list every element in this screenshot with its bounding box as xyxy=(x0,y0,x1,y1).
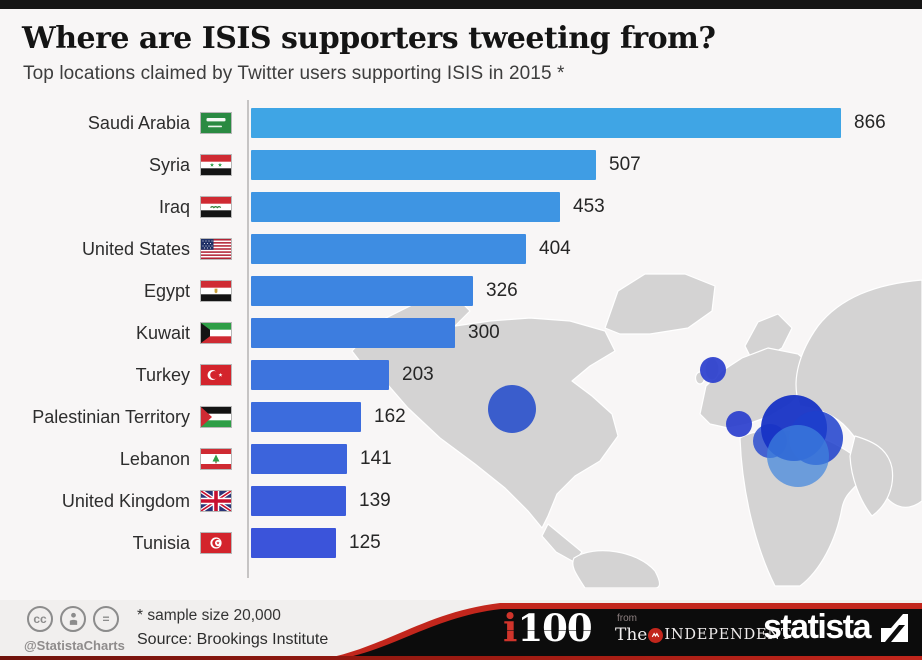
value-label: 203 xyxy=(402,364,434,385)
top-black-strip xyxy=(0,0,922,9)
bar-row: United Kingdom 139 xyxy=(0,480,922,522)
map-bubble-united-kingdom xyxy=(700,357,726,383)
i100-logo[interactable]: i 100 xyxy=(503,605,596,650)
footer-swoosh xyxy=(0,603,922,660)
map-asia xyxy=(795,279,922,508)
cc-license-badges[interactable]: cc = xyxy=(27,606,119,632)
value-label: 326 xyxy=(486,280,518,301)
map-bubble-western-europe xyxy=(726,411,752,437)
axis-line xyxy=(247,100,249,578)
map-bubble-arabian-peninsula-light xyxy=(767,425,829,487)
page-subtitle: Top locations claimed by Twitter users s… xyxy=(23,63,565,84)
statista-mark-icon xyxy=(881,613,908,642)
value-label: 139 xyxy=(359,490,391,511)
bar-row: Kuwait 300 xyxy=(0,312,922,354)
footer: cc = @StatistaCharts * sample size 20,00… xyxy=(0,600,922,660)
flag-syria-icon xyxy=(200,154,232,176)
flag-lebanon-icon xyxy=(200,448,232,470)
sample-size-note: * sample size 20,000 xyxy=(137,607,281,624)
map-india xyxy=(849,435,894,517)
value-label: 453 xyxy=(573,196,605,217)
bar-row: Egypt 326 xyxy=(0,270,922,312)
person-icon xyxy=(69,612,77,625)
value-label: 866 xyxy=(854,112,886,133)
independent-eagle-icon xyxy=(648,627,664,643)
bar-row: Lebanon 141 xyxy=(0,438,922,480)
flag-turkey-icon xyxy=(200,364,232,386)
value-label: 162 xyxy=(374,406,406,427)
bar-row: United States 404 xyxy=(0,228,922,270)
country-label: Kuwait xyxy=(135,322,190,343)
country-label: Tunisia xyxy=(132,532,190,553)
value-label: 141 xyxy=(360,448,392,469)
bar-row: Saudi Arabia 866 xyxy=(0,102,922,144)
i100-line xyxy=(505,629,596,631)
bar-row: Iraq 453 xyxy=(0,186,922,228)
value-bar xyxy=(251,192,560,222)
country-label: United Kingdom xyxy=(61,490,190,511)
bar-row: Palestinian Territory 162 xyxy=(0,396,922,438)
map-bubble-layer xyxy=(488,357,843,487)
flag-saudi-arabia-icon xyxy=(200,112,232,134)
value-bar xyxy=(251,486,346,516)
map-greenland xyxy=(604,273,716,335)
bar-chart: Saudi Arabia 866 Syria 507 Iraq 453 Unit… xyxy=(0,98,922,590)
country-label: Lebanon xyxy=(119,448,190,469)
i100-number: 100 xyxy=(505,609,596,647)
source-note: Source: Brookings Institute xyxy=(137,631,329,648)
value-bar xyxy=(251,402,361,432)
map-bubble-united-states xyxy=(488,385,536,433)
value-label: 125 xyxy=(349,532,381,553)
value-label: 507 xyxy=(609,154,641,175)
statista-wordmark: statista xyxy=(762,608,872,646)
value-bar xyxy=(251,528,336,558)
value-bar xyxy=(251,276,473,306)
flag-egypt-icon xyxy=(200,280,232,302)
value-bar xyxy=(251,150,596,180)
value-bar xyxy=(251,360,389,390)
cc-attribution-icon[interactable] xyxy=(60,606,86,632)
map-north-america xyxy=(351,295,619,529)
bar-rows: Saudi Arabia 866 Syria 507 Iraq 453 Unit… xyxy=(0,98,922,564)
flag-united-kingdom-icon xyxy=(200,490,232,512)
country-label: Palestinian Territory xyxy=(32,406,190,427)
bar-row: Tunisia 125 xyxy=(0,522,922,564)
cc-icon[interactable]: cc xyxy=(27,606,53,632)
map-south-america xyxy=(572,550,661,588)
value-label: 404 xyxy=(539,238,571,259)
i100-i: i xyxy=(503,605,518,650)
country-label: Syria xyxy=(148,154,190,175)
independent-from-label: from xyxy=(617,613,637,624)
country-label: Iraq xyxy=(158,196,190,217)
page-title: Where are ISIS supporters tweeting from? xyxy=(22,21,716,56)
independent-logo[interactable]: from The INDEPENDENT xyxy=(615,613,791,645)
bar-row: Turkey 203 xyxy=(0,354,922,396)
bar-row: Syria 507 xyxy=(0,144,922,186)
country-label: United States xyxy=(81,238,190,259)
value-bar xyxy=(251,318,455,348)
country-label: Saudi Arabia xyxy=(87,112,190,133)
flag-tunisia-icon xyxy=(200,532,232,554)
world-map xyxy=(351,273,922,588)
country-label: Egypt xyxy=(143,280,190,301)
value-bar xyxy=(251,444,347,474)
value-label: 300 xyxy=(468,322,500,343)
flag-united-states-icon xyxy=(200,238,232,260)
country-label: Turkey xyxy=(135,364,190,385)
statista-logo[interactable]: statista xyxy=(763,608,910,647)
value-bar xyxy=(251,108,841,138)
independent-wordmark: INDEPENDENT xyxy=(664,627,792,643)
flag-palestinian-territory-icon xyxy=(200,406,232,428)
flag-kuwait-icon xyxy=(200,322,232,344)
flag-iraq-icon xyxy=(200,196,232,218)
statista-charts-handle[interactable]: @StatistaCharts xyxy=(24,638,125,653)
value-bar xyxy=(251,234,526,264)
independent-the: The xyxy=(615,625,648,645)
cc-no-derivatives-icon[interactable]: = xyxy=(93,606,119,632)
infographic-card: Where are ISIS supporters tweeting from?… xyxy=(0,9,922,600)
